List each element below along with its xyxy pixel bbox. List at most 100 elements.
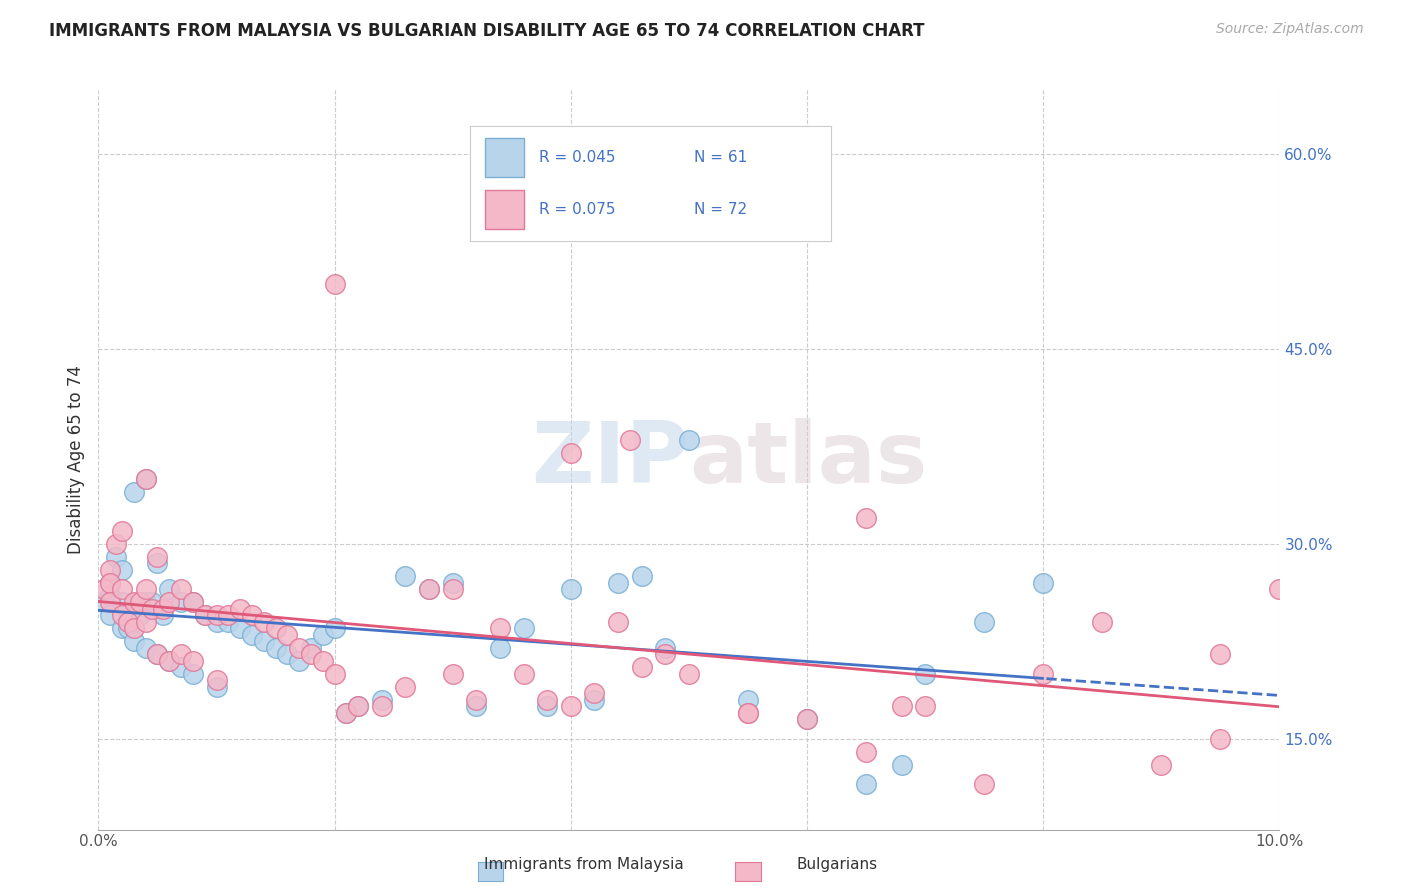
Point xyxy=(1032,666,1054,681)
Point xyxy=(135,472,157,486)
Point xyxy=(240,608,263,623)
Point xyxy=(105,537,128,551)
Point xyxy=(98,575,121,590)
Point xyxy=(135,640,157,655)
Point xyxy=(323,666,346,681)
Point xyxy=(465,699,488,714)
Point xyxy=(157,582,180,597)
Point xyxy=(181,595,204,609)
Point xyxy=(607,615,630,629)
Point xyxy=(98,575,121,590)
Point xyxy=(796,712,818,726)
Point xyxy=(560,446,582,460)
Point xyxy=(512,621,534,635)
Point xyxy=(105,549,128,564)
Point xyxy=(253,634,276,648)
Point xyxy=(135,595,157,609)
Point xyxy=(347,699,370,714)
Point xyxy=(98,608,121,623)
Point xyxy=(128,608,150,623)
Point xyxy=(465,692,488,706)
Point xyxy=(1032,575,1054,590)
Point xyxy=(205,608,228,623)
Point xyxy=(205,680,228,694)
Point xyxy=(170,582,193,597)
Point xyxy=(1091,615,1114,629)
Point xyxy=(654,640,676,655)
Point xyxy=(335,706,357,720)
Point xyxy=(170,647,193,661)
Point xyxy=(276,628,298,642)
Point xyxy=(607,575,630,590)
Point xyxy=(217,608,239,623)
Point xyxy=(288,654,311,668)
Point xyxy=(111,608,134,623)
Point xyxy=(111,524,134,538)
Point xyxy=(157,595,180,609)
Point xyxy=(536,692,558,706)
Point xyxy=(205,673,228,688)
Point xyxy=(93,595,115,609)
Point xyxy=(117,615,139,629)
Point xyxy=(335,706,357,720)
Point xyxy=(264,621,287,635)
Text: Source: ZipAtlas.com: Source: ZipAtlas.com xyxy=(1216,22,1364,37)
Text: ZIP: ZIP xyxy=(531,417,689,501)
Point xyxy=(264,640,287,655)
Point xyxy=(217,615,239,629)
Point xyxy=(98,589,121,603)
Point xyxy=(181,595,204,609)
Point xyxy=(229,601,252,615)
Point xyxy=(890,757,912,772)
Point xyxy=(135,615,157,629)
Point xyxy=(560,699,582,714)
Point xyxy=(146,556,169,570)
Point xyxy=(181,666,204,681)
Point xyxy=(737,692,759,706)
Point xyxy=(914,666,936,681)
Point xyxy=(654,647,676,661)
Point xyxy=(1150,757,1173,772)
Point xyxy=(181,654,204,668)
Point xyxy=(128,595,150,609)
Point xyxy=(157,654,180,668)
Point xyxy=(135,472,157,486)
Point xyxy=(122,595,145,609)
Point xyxy=(394,569,416,583)
Point xyxy=(299,640,322,655)
Point xyxy=(170,595,193,609)
Point xyxy=(323,277,346,291)
Point xyxy=(973,615,995,629)
Point xyxy=(855,745,877,759)
Point xyxy=(347,699,370,714)
Point xyxy=(111,621,134,635)
Point xyxy=(489,621,512,635)
Point xyxy=(152,601,174,615)
Point xyxy=(737,706,759,720)
Point xyxy=(489,640,512,655)
Point xyxy=(855,777,877,791)
Point xyxy=(98,563,121,577)
Point xyxy=(560,582,582,597)
Point xyxy=(796,712,818,726)
Point xyxy=(394,680,416,694)
Point xyxy=(583,692,606,706)
Text: atlas: atlas xyxy=(689,417,927,501)
Point xyxy=(371,699,394,714)
Point xyxy=(253,615,276,629)
Point xyxy=(146,549,169,564)
Point xyxy=(1209,647,1232,661)
Point xyxy=(1209,731,1232,746)
Point xyxy=(619,433,641,447)
Point xyxy=(122,634,145,648)
Point xyxy=(890,699,912,714)
Point xyxy=(441,666,464,681)
Point xyxy=(240,628,263,642)
Point xyxy=(441,582,464,597)
Point xyxy=(141,601,163,615)
Text: IMMIGRANTS FROM MALAYSIA VS BULGARIAN DISABILITY AGE 65 TO 74 CORRELATION CHART: IMMIGRANTS FROM MALAYSIA VS BULGARIAN DI… xyxy=(49,22,925,40)
Y-axis label: Disability Age 65 to 74: Disability Age 65 to 74 xyxy=(66,365,84,554)
Point xyxy=(122,621,145,635)
Point xyxy=(418,582,440,597)
Point xyxy=(93,582,115,597)
